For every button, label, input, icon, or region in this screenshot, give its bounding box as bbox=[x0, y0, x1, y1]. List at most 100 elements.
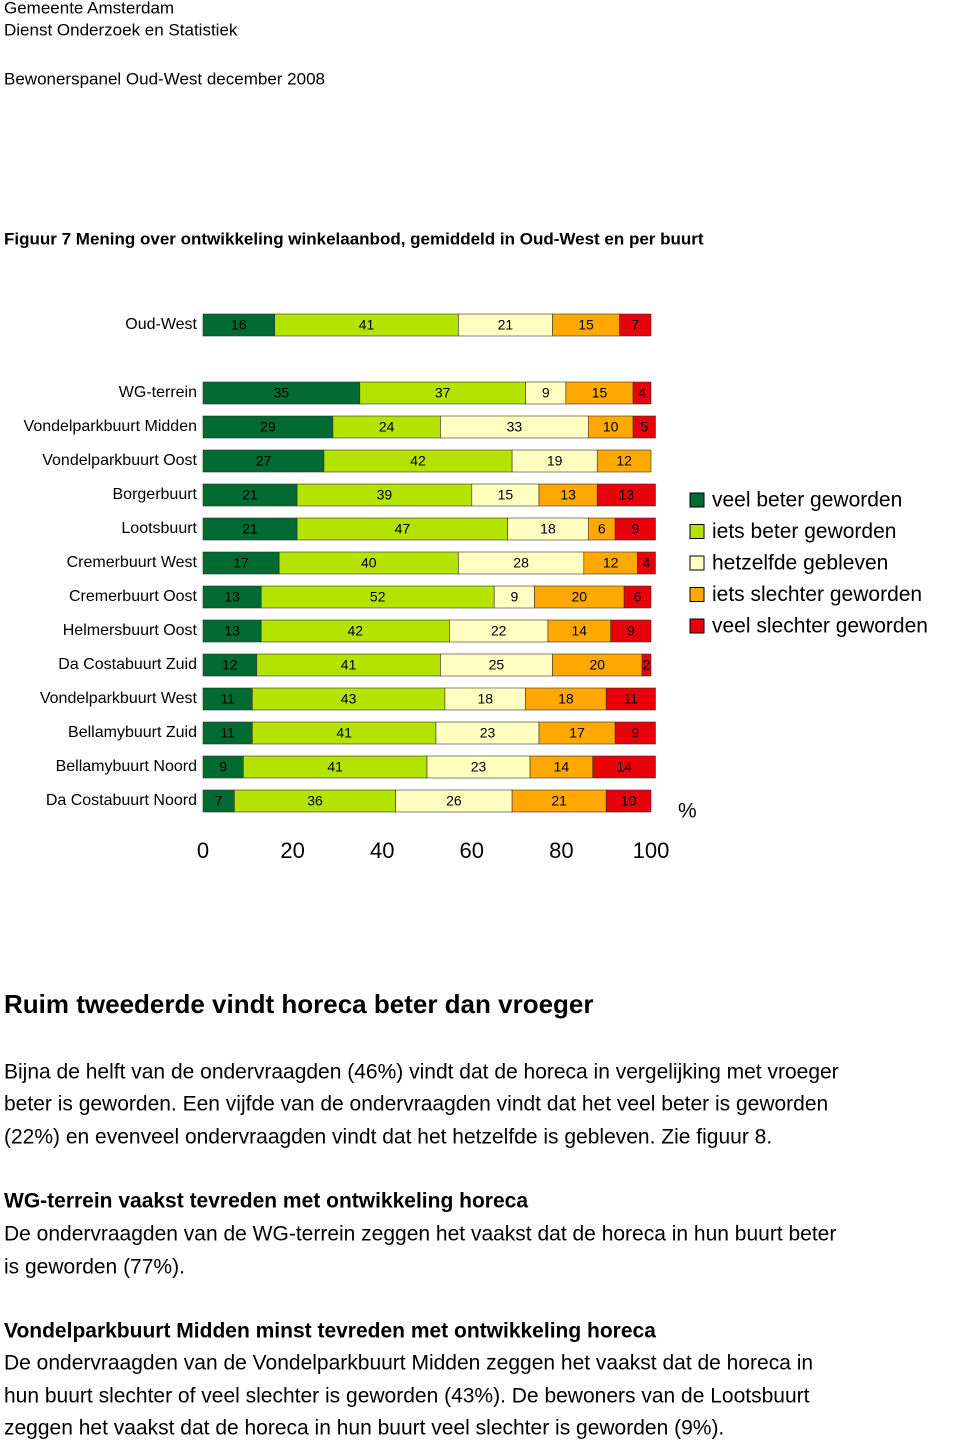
data-label: 39 bbox=[377, 487, 393, 503]
section-heading: WG-terrein vaakst tevreden met ontwikkel… bbox=[4, 1190, 528, 1213]
data-label: 41 bbox=[336, 725, 352, 741]
data-label: 20 bbox=[589, 657, 605, 673]
x-tick-label: 100 bbox=[633, 838, 670, 863]
x-tick-label: 20 bbox=[280, 838, 304, 863]
data-label: 9 bbox=[542, 385, 550, 401]
category-label: Bellamybuurt Noord bbox=[56, 758, 197, 775]
data-label: 15 bbox=[578, 317, 594, 333]
category-label: Oud-West bbox=[125, 316, 197, 333]
data-label: 52 bbox=[370, 589, 386, 605]
category-label: Cremerbuurt Oost bbox=[69, 588, 198, 605]
data-label: 12 bbox=[603, 555, 619, 571]
figure-title: Figuur 7 Mening over ontwikkeling winkel… bbox=[4, 229, 704, 248]
legend-label: iets beter geworden bbox=[712, 520, 896, 543]
data-label: 17 bbox=[569, 725, 585, 741]
data-label: 12 bbox=[222, 657, 238, 673]
bar-segment bbox=[632, 415, 656, 439]
body-line: Bijna de helft van de ondervraagden (46%… bbox=[4, 1061, 839, 1084]
legend-swatch bbox=[689, 492, 705, 508]
category-label: Vondelparkbuurt Oost bbox=[42, 452, 197, 469]
data-label: 18 bbox=[540, 521, 556, 537]
category-label: Da Costabuurt Noord bbox=[46, 792, 197, 809]
data-label: 14 bbox=[616, 759, 632, 775]
legend-label: veel slechter geworden bbox=[712, 615, 928, 638]
bar-segment bbox=[605, 789, 652, 813]
data-label: 13 bbox=[619, 487, 635, 503]
x-tick-label: 0 bbox=[197, 838, 209, 863]
bar-segment bbox=[592, 755, 656, 779]
legend-label: hetzelfde gebleven bbox=[712, 552, 888, 575]
body-line: De ondervraagden van de Vondelparkbuurt … bbox=[4, 1352, 813, 1375]
data-label: 41 bbox=[341, 657, 357, 673]
data-label: 10 bbox=[621, 793, 637, 809]
data-label: 9 bbox=[219, 759, 227, 775]
category-label: Vondelparkbuurt West bbox=[40, 690, 198, 707]
body-line: De ondervraagden van de WG-terrein zegge… bbox=[4, 1223, 836, 1246]
bar-segment bbox=[619, 313, 652, 337]
section-heading: Ruim tweederde vindt horeca beter dan vr… bbox=[4, 989, 594, 1019]
bar-segment bbox=[596, 483, 656, 507]
category-label: Lootsbuurt bbox=[121, 520, 197, 537]
bar-segment bbox=[596, 449, 652, 473]
data-label: 15 bbox=[498, 487, 514, 503]
data-label: 29 bbox=[260, 419, 276, 435]
legend-label: iets slechter geworden bbox=[712, 583, 922, 606]
organization: Gemeente Amsterdam bbox=[4, 0, 174, 17]
legend-label: veel beter geworden bbox=[712, 489, 902, 512]
bar-segment bbox=[614, 721, 656, 745]
x-tick-label: 40 bbox=[370, 838, 394, 863]
bar-segment bbox=[610, 619, 652, 643]
data-label: 17 bbox=[233, 555, 249, 571]
data-label: 18 bbox=[558, 691, 574, 707]
legend-swatch bbox=[689, 555, 705, 571]
body-line: hun buurt slechter of veel slechter is g… bbox=[4, 1385, 810, 1408]
data-label: 10 bbox=[603, 419, 619, 435]
section-heading: Vondelparkbuurt Midden minst tevreden me… bbox=[4, 1320, 656, 1343]
data-label: 13 bbox=[560, 487, 576, 503]
bar-segment bbox=[614, 517, 656, 541]
data-label: 33 bbox=[507, 419, 523, 435]
data-label: 21 bbox=[498, 317, 514, 333]
data-label: 28 bbox=[513, 555, 529, 571]
data-label: 9 bbox=[631, 725, 639, 741]
data-label: 4 bbox=[638, 385, 646, 401]
data-label: 35 bbox=[274, 385, 290, 401]
category-label: Borgerbuurt bbox=[113, 486, 198, 503]
body-line: (22%) en evenveel ondervraagden vindt da… bbox=[4, 1126, 772, 1149]
data-label: 4 bbox=[643, 555, 651, 571]
data-label: 6 bbox=[634, 589, 642, 605]
data-label: 47 bbox=[395, 521, 411, 537]
bar-segment bbox=[632, 381, 652, 405]
data-label: 23 bbox=[471, 759, 487, 775]
data-label: 15 bbox=[592, 385, 608, 401]
category-label: Vondelparkbuurt Midden bbox=[24, 418, 197, 435]
bar-segment bbox=[641, 653, 652, 677]
data-label: 11 bbox=[220, 725, 235, 741]
data-label: 5 bbox=[640, 419, 648, 435]
data-label: 25 bbox=[489, 657, 505, 673]
data-label: 11 bbox=[624, 691, 639, 707]
category-label: Helmersbuurt Oost bbox=[63, 622, 198, 639]
x-tick-label: 80 bbox=[549, 838, 573, 863]
data-label: 2 bbox=[643, 657, 651, 673]
bar-segment bbox=[637, 551, 656, 575]
axis-label: % bbox=[678, 800, 697, 823]
data-label: 16 bbox=[231, 317, 247, 333]
data-label: 42 bbox=[410, 453, 426, 469]
legend-swatch bbox=[689, 587, 705, 602]
bar-segment bbox=[623, 585, 652, 609]
data-label: 7 bbox=[631, 317, 639, 333]
data-label: 9 bbox=[627, 623, 635, 639]
data-label: 36 bbox=[307, 793, 323, 809]
data-label: 41 bbox=[359, 317, 375, 333]
data-label: 40 bbox=[361, 555, 377, 571]
data-label: 24 bbox=[379, 419, 395, 435]
data-label: 14 bbox=[572, 623, 588, 639]
data-label: 9 bbox=[631, 521, 639, 537]
department: Dienst Onderzoek en Statistiek bbox=[4, 20, 238, 39]
data-label: 42 bbox=[348, 623, 364, 639]
data-label: 7 bbox=[215, 793, 223, 809]
data-label: 23 bbox=[480, 725, 496, 741]
data-label: 6 bbox=[598, 521, 606, 537]
